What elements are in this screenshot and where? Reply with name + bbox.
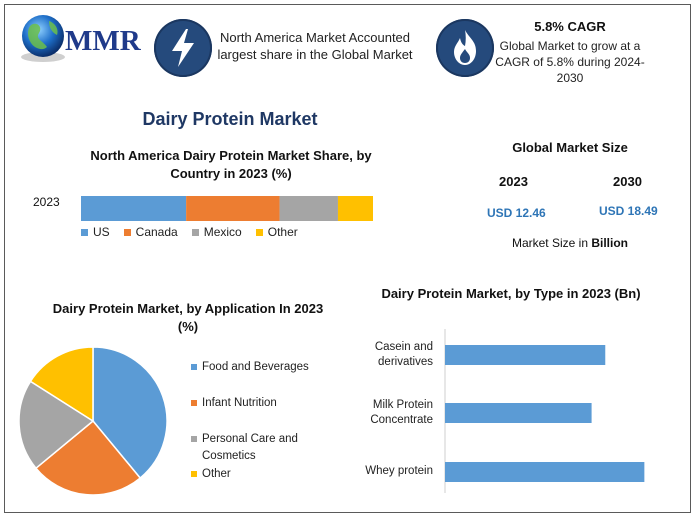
brand-name: MMR (65, 25, 141, 57)
pie-legend-item-food-and-beverages: Food and Beverages (191, 359, 321, 376)
pie-legend-item-other: Other (191, 466, 321, 483)
legend-swatch (191, 471, 197, 477)
flame-badge (436, 19, 494, 77)
legend-label: US (93, 225, 110, 239)
market-size-title: Global Market Size (512, 140, 628, 155)
market-size-note-prefix: Market Size in (511, 236, 588, 250)
pie-legend-item-personal-care-and-cosmetics: Personal Care and Cosmetics (191, 431, 321, 465)
legend-swatch (123, 228, 131, 236)
legend-label: Food and Beverages (202, 361, 309, 373)
infographic-frame: MMR North America Market Accounted large… (4, 4, 691, 513)
legend-swatch (191, 436, 197, 442)
country-chart-title: North America Dairy Protein Market Share… (90, 148, 372, 181)
type-chart-labels: Casein and derivatives Milk Protein Conce… (345, 325, 433, 495)
stack-segment-us (81, 196, 187, 221)
market-size-value-2023: USD 12.46 (487, 206, 546, 220)
legend-swatch (191, 400, 197, 406)
legend-swatch (255, 228, 263, 236)
market-size-year-2023: 2023 (499, 174, 528, 189)
type-bar-milk-protein-concentrate (445, 403, 592, 423)
page-title: Dairy Protein Market (142, 109, 318, 129)
market-size-note-unit: Billion (591, 236, 629, 250)
header-left-text: North America Market Accounted largest s… (217, 30, 413, 62)
lightning-icon (172, 29, 194, 67)
type-label-whey-protein: Whey protein (365, 465, 433, 477)
application-chart-title: Dairy Protein Market, by Application In … (52, 301, 324, 334)
application-pie-chart (18, 346, 168, 496)
logo: MMR (13, 11, 148, 69)
legend-label: Infant Nutrition (202, 397, 277, 409)
legend-swatch (81, 228, 88, 236)
type-chart-title: Dairy Protein Market, by Type in 2023 (B… (381, 286, 641, 301)
legend-item-canada: Canada (123, 225, 178, 239)
pie-slice-other (29, 346, 94, 423)
legend-label: Personal Care and Cosmetics (202, 433, 298, 462)
legend-swatch (191, 228, 199, 236)
stack-segment-mexico (279, 196, 338, 221)
flame-icon (454, 30, 476, 65)
pie-legend-item-infant-nutrition: Infant Nutrition (191, 395, 321, 412)
legend-item-mexico: Mexico (191, 225, 242, 239)
legend-label: Other (202, 468, 231, 480)
header-right-text: Global Market to grow at a CAGR of 5.8% … (495, 39, 645, 85)
legend-item-other: Other (255, 225, 298, 239)
legend-label: Mexico (203, 225, 242, 239)
type-bar-casein-and-derivatives (445, 345, 606, 365)
stack-segment-canada (186, 196, 280, 221)
country-stacked-bar-chart (81, 196, 373, 221)
legend-swatch (191, 364, 197, 370)
pie-slice-personal-care-and-cosmetics (18, 380, 95, 470)
globe-logo-icon (21, 15, 65, 62)
legend-item-us: US (81, 225, 110, 239)
header-right-title: 5.8% CAGR (534, 19, 606, 34)
market-size-value-2030: USD 18.49 (599, 204, 658, 218)
type-label-casein-and-derivatives: Casein and derivatives (374, 341, 433, 368)
market-size-note: Market Size in Billion (495, 236, 645, 250)
country-chart-category: 2023 (33, 195, 60, 209)
market-size-year-2030: 2030 (613, 174, 642, 189)
lightning-badge (154, 19, 212, 77)
stack-segment-other (337, 196, 373, 221)
country-chart-legend: US Canada Mexico Other (81, 225, 381, 239)
legend-label: Other (267, 225, 298, 239)
type-bar-whey-protein (445, 462, 645, 482)
pie-slice-food-and-beverages (92, 346, 168, 480)
type-label-milk-protein-concentrate: Milk Protein Concentrate (370, 399, 433, 426)
legend-label: Canada (135, 225, 178, 239)
type-bar-chart (444, 329, 645, 493)
pie-slice-infant-nutrition (34, 419, 142, 496)
